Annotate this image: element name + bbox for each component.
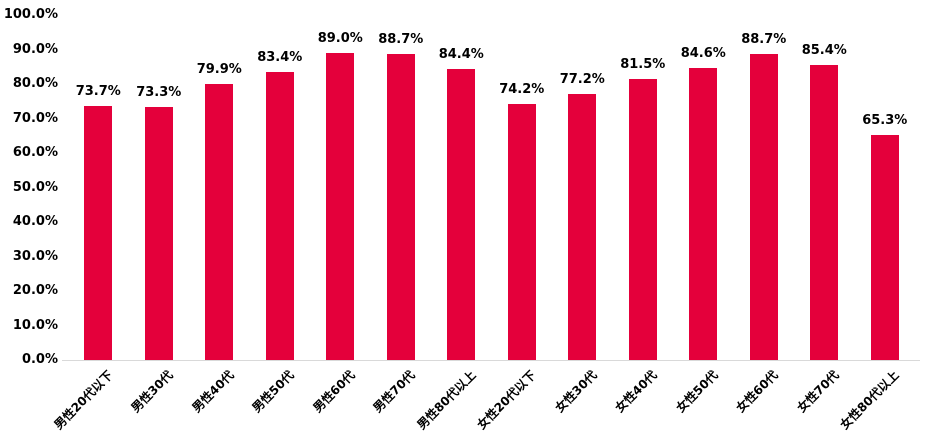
bar [386,53,415,360]
bar [326,52,355,360]
y-tick-label: 10.0% [12,317,58,333]
bar-value-label: 77.2% [559,71,605,87]
x-category-label: 女性30代 [551,368,600,416]
y-tick-label: 100.0% [3,7,58,22]
y-tick-label: 50.0% [12,179,58,195]
bar [870,134,899,360]
bar [447,68,476,360]
x-category-label: 男性20代以下 [51,368,116,433]
bar-value-label: 73.3% [136,85,182,101]
bar-value-label: 81.5% [620,56,666,72]
x-category-label: 女性80代以上 [837,368,902,433]
bar-value-label: 88.7% [378,31,424,47]
bar-value-label: 89.0% [317,30,363,46]
x-axis-line [62,360,920,361]
y-tick-label: 70.0% [12,110,58,126]
bar [507,104,536,360]
bar-value-label: 79.9% [196,62,242,78]
bar [84,105,113,360]
x-category-label: 女性60代 [733,368,781,416]
x-category-label: 女性20代以下 [474,368,539,433]
bar [749,53,778,360]
y-tick-label: 0.0% [21,352,58,367]
x-category-label: 女性40代 [612,368,660,416]
y-tick-label: 80.0% [12,76,58,91]
x-category-label: 男性30代 [128,368,176,416]
bar [144,107,173,360]
bar-value-label: 65.3% [862,112,908,128]
bar [689,68,718,360]
bar-value-label: 84.4% [438,46,484,62]
x-category-label: 男性60代 [309,368,358,416]
x-category-label: 男性80代以上 [414,368,479,433]
bar-value-label: 73.7% [75,83,121,99]
bar-value-label: 83.4% [257,50,303,66]
y-tick-label: 40.0% [12,214,58,229]
x-category-label: 男性40代 [188,368,237,416]
x-category-label: 男性50代 [249,368,297,416]
bar [810,65,839,360]
y-tick-label: 20.0% [12,283,58,298]
x-category-label: 男性70代 [370,368,418,416]
x-category-label: 女性70代 [793,368,842,416]
bar-value-label: 84.6% [680,46,726,62]
y-tick-label: 30.0% [12,248,58,264]
bar [568,93,597,360]
x-category-label: 女性50代 [672,368,721,416]
y-tick-label: 90.0% [12,41,58,57]
bar [628,78,657,360]
bar [205,84,234,360]
y-tick-label: 60.0% [12,145,58,160]
bar-value-label: 85.4% [801,43,847,59]
bar [265,72,294,360]
bar-value-label: 88.7% [741,31,787,47]
bar-value-label: 74.2% [499,82,545,97]
